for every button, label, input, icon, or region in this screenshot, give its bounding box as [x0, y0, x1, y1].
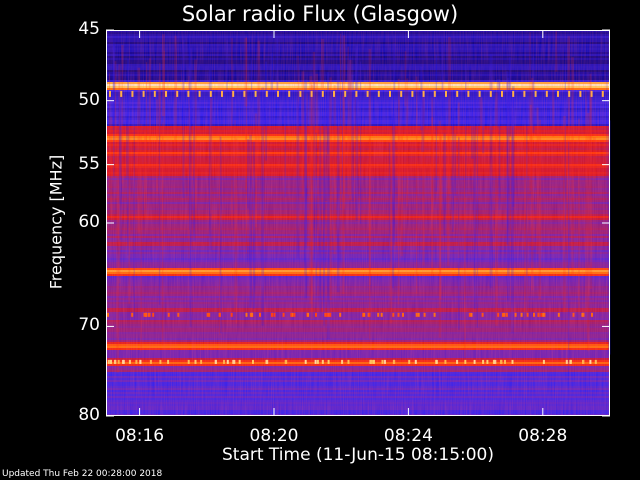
- y-tick-label: 60: [78, 212, 100, 232]
- y-tick-label: 45: [78, 19, 100, 39]
- axis-ticks: [106, 29, 610, 417]
- y-tick-label: 50: [78, 89, 100, 110]
- y-tick-label: 70: [78, 315, 100, 336]
- updated-timestamp: Updated Thu Feb 22 00:28:00 2018: [2, 469, 163, 479]
- x-tick-label: 08:16: [115, 426, 165, 446]
- y-tick-label: 55: [78, 153, 100, 174]
- spectrogram-heatmap: [106, 30, 611, 416]
- heatmap-grain: [106, 30, 610, 416]
- x-axis-label: Start Time (11-Jun-15 08:15:00): [222, 445, 494, 465]
- y-axis-label: Frequency [MHz]: [46, 154, 66, 290]
- chart-title: Solar radio Flux (Glasgow): [181, 2, 459, 26]
- y-tick-label: 80: [78, 405, 100, 425]
- x-tick-label: 08:24: [383, 426, 433, 446]
- x-tick-label: 08:28: [518, 426, 568, 446]
- x-tick-label: 08:20: [249, 426, 299, 446]
